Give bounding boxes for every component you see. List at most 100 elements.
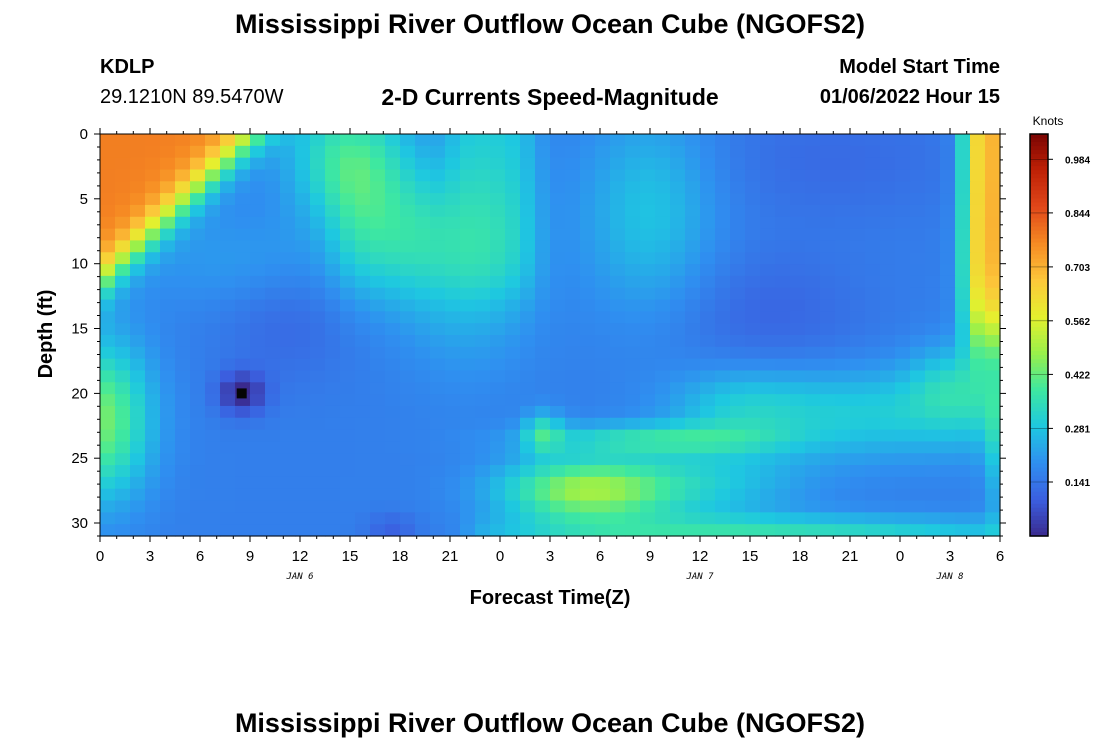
heatmap-cell [700, 157, 716, 171]
heatmap-cell [190, 275, 206, 289]
heatmap-cell [865, 405, 881, 419]
heatmap-cell [220, 275, 236, 289]
heatmap-cell [220, 370, 236, 383]
heatmap-cell [130, 512, 146, 525]
heatmap-cell [265, 145, 281, 159]
heatmap-cell [445, 204, 461, 218]
heatmap-cell [730, 252, 746, 265]
heatmap-cell [745, 311, 761, 324]
x-tick-label: 6 [196, 548, 204, 565]
heatmap-cell [775, 323, 791, 336]
heatmap-cell [235, 157, 251, 171]
heatmap-cell [940, 275, 956, 289]
heatmap-cell [325, 275, 341, 289]
heatmap-cell [430, 335, 446, 348]
heatmap-cell [340, 323, 356, 336]
heatmap-cell [985, 323, 1001, 336]
heatmap-cell [490, 358, 506, 372]
heatmap-cell [415, 453, 431, 466]
heatmap-cell [445, 405, 461, 419]
heatmap-cell [115, 382, 131, 395]
heatmap-cell [205, 394, 221, 407]
heatmap-cell [295, 264, 311, 277]
heatmap-cell [130, 346, 146, 360]
heatmap-cell [325, 335, 341, 348]
heatmap-cell [670, 476, 686, 490]
heatmap-cell [355, 453, 371, 466]
heatmap-cell [520, 370, 536, 383]
heatmap-cell [175, 370, 191, 383]
colorbar-segment [1030, 363, 1048, 368]
heatmap-cell [295, 394, 311, 407]
heatmap-cell [175, 335, 191, 348]
heatmap-cell [775, 358, 791, 372]
heatmap-cell [880, 264, 896, 277]
heatmap-cell [565, 512, 581, 525]
heatmap-cell [235, 524, 251, 537]
heatmap-cell [385, 417, 401, 431]
colorbar-segment [1030, 503, 1048, 509]
heatmap-cell [670, 193, 686, 206]
heatmap-cell [745, 453, 761, 466]
heatmap-cell [535, 394, 551, 407]
heatmap-cell [460, 252, 476, 265]
heatmap-cell [505, 370, 521, 383]
heatmap-cell [295, 134, 311, 147]
heatmap-cell [175, 216, 191, 230]
heatmap-cell [190, 524, 206, 537]
heatmap-cell [310, 145, 326, 159]
heatmap-cell [580, 465, 596, 478]
heatmap-cell [970, 299, 986, 312]
heatmap-cell [850, 181, 866, 194]
heatmap-cell [520, 287, 536, 301]
heatmap-cell [640, 204, 656, 218]
heatmap-cell [490, 394, 506, 407]
heatmap-cell [940, 382, 956, 395]
heatmap-cell [730, 228, 746, 242]
heatmap-cell [760, 453, 776, 466]
heatmap-cell [685, 240, 701, 253]
heatmap-cell [970, 405, 986, 419]
heatmap-cell [535, 465, 551, 478]
heatmap-cell [430, 512, 446, 525]
heatmap-cell [580, 157, 596, 171]
colorbar-segment [1030, 391, 1048, 396]
heatmap-cell [805, 169, 821, 182]
heatmap-cell [955, 264, 971, 277]
heatmap-cell [775, 370, 791, 383]
heatmap-cell [775, 134, 791, 147]
heatmap-cell [700, 476, 716, 490]
heatmap-cell [355, 394, 371, 407]
heatmap-cell [715, 441, 731, 454]
heatmap-cell [235, 252, 251, 265]
heatmap-cell [910, 264, 926, 277]
heatmap-cell [505, 488, 521, 502]
heatmap-cell [850, 264, 866, 277]
heatmap-cell [145, 228, 161, 242]
heatmap-cell [190, 311, 206, 324]
heatmap-cell [160, 287, 176, 301]
heatmap-cell [655, 346, 671, 360]
heatmap-cell [115, 193, 131, 206]
heatmap-cell [970, 488, 986, 502]
heatmap-cell [655, 240, 671, 253]
heatmap-cell [700, 417, 716, 431]
colorbar-segment [1030, 531, 1048, 537]
heatmap-cell [775, 311, 791, 324]
heatmap-cell [700, 275, 716, 289]
heatmap-cell [475, 476, 491, 490]
heatmap-cell [805, 370, 821, 383]
heatmap-cell [460, 346, 476, 360]
heatmap-cell [730, 346, 746, 360]
heatmap-cell [625, 394, 641, 407]
heatmap-cell [160, 429, 176, 443]
heatmap-cell [310, 500, 326, 513]
heatmap-cell [445, 216, 461, 230]
heatmap-cell [955, 500, 971, 513]
heatmap-cell [970, 346, 986, 360]
heatmap-cell [595, 193, 611, 206]
heatmap-cell [895, 524, 911, 537]
heatmap-cell [655, 216, 671, 230]
heatmap-cell [925, 240, 941, 253]
heatmap-cell [310, 512, 326, 525]
